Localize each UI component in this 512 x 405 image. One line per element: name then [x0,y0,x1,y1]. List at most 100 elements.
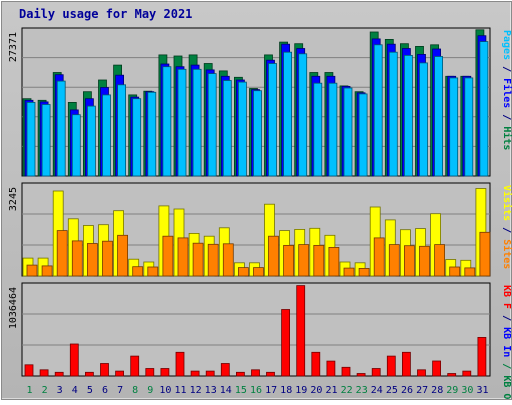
bar-sites-day-31 [479,231,491,277]
bar-sites-day-2 [41,265,53,277]
x-tick-label-27: 27 [416,385,428,396]
bar-kb-f-day-2 [39,369,49,377]
bar-pages-day-28 [434,56,444,177]
x-tick-label-15: 15 [235,385,247,396]
legend-segment-1: / [501,221,512,239]
panel-top-legend: Pages / Files / Hits [501,30,512,150]
panel-bottom-background [21,282,491,377]
legend-segment-1: / [501,60,512,78]
bar-sites-day-19 [298,244,310,277]
panel-middle-legend: Visits / Sites [501,185,512,269]
panel-bottom: 1036464 KB F / KB In / KB Out [8,282,512,405]
bar-kb-f-day-20 [311,351,321,377]
bar-pages-day-19 [298,53,308,177]
x-tick-label-14: 14 [220,385,232,396]
bar-sites-day-21 [328,246,340,277]
legend-segment-1: / [501,309,512,327]
x-tick-label-1: 1 [26,385,32,396]
bar-pages-day-9 [147,91,157,177]
panel-top: 27371 Pages / Files / Hits [8,27,512,177]
bar-pages-day-17 [268,63,277,177]
legend-segment-3: / [501,357,512,375]
x-tick-label-22: 22 [341,385,353,396]
bar-sites-day-13 [207,243,219,277]
bar-sites-day-29 [449,266,461,277]
bar-sites-day-26 [403,245,415,277]
bar-sites-day-30 [464,267,476,277]
bar-kb-f-day-16 [251,369,260,377]
bar-kb-f-day-23 [356,373,366,377]
x-tick-label-9: 9 [147,385,153,396]
x-tick-label-10: 10 [159,385,171,396]
bar-sites-day-8 [132,266,144,277]
bar-kb-f-day-7 [115,370,124,377]
x-tick-label-21: 21 [325,385,337,396]
bar-kb-f-day-21 [326,360,336,377]
bar-pages-day-11 [177,68,187,177]
x-tick-label-2: 2 [42,385,48,396]
bar-kb-f-day-18 [281,309,291,377]
legend-segment-2: Files [501,78,512,108]
panel-top-max-label: 27371 [8,32,19,62]
x-tick-label-29: 29 [446,385,458,396]
panel-middle-max-label: 3245 [8,187,19,211]
bar-sites-day-22 [343,267,355,277]
bar-kb-f-day-14 [220,363,230,377]
bar-sites-day-3 [56,230,68,277]
legend-segment-0: Visits [501,185,512,221]
bar-pages-day-31 [479,41,489,177]
bar-sites-day-28 [434,244,446,277]
bar-pages-day-20 [313,82,323,177]
bar-sites-day-27 [419,245,430,277]
legend-segment-3: / [501,108,512,126]
bar-pages-day-25 [388,51,398,177]
bar-pages-day-6 [102,94,111,177]
bar-sites-day-10 [162,235,174,277]
bar-kb-f-day-24 [371,368,381,377]
legend-segment-2: KB In [501,327,512,357]
legend-segment-2: Sites [501,239,512,269]
chart-title: Daily usage for May 2021 [19,7,192,21]
bar-sites-day-7 [117,234,128,277]
bar-kb-f-day-5 [85,371,94,377]
bar-kb-f-day-29 [447,373,457,377]
bar-sites-day-20 [313,244,325,277]
bar-sites-day-25 [388,244,400,277]
legend-segment-0: KB F [501,285,512,309]
bar-pages-day-30 [464,77,474,177]
bar-pages-day-1 [26,102,36,177]
x-tick-label-24: 24 [371,385,383,396]
bar-kb-f-day-27 [417,369,426,377]
bar-sites-day-16 [253,267,264,277]
x-tick-label-26: 26 [401,385,413,396]
bar-kb-f-day-15 [235,371,245,377]
x-tick-label-28: 28 [431,385,443,396]
x-tick-label-31: 31 [476,385,488,396]
bar-kb-f-day-31 [477,336,487,377]
bar-sites-day-4 [71,240,83,277]
bar-pages-day-29 [449,77,459,177]
bar-sites-day-15 [237,267,249,277]
x-tick-label-16: 16 [250,385,262,396]
panel-middle: 3245 Visits / Sites [8,182,512,277]
x-tick-label-23: 23 [356,385,368,396]
bar-sites-day-17 [268,235,279,277]
bar-sites-day-24 [373,237,385,277]
bar-kb-f-day-28 [432,360,442,377]
bar-kb-f-day-13 [205,370,215,377]
bar-kb-f-day-22 [341,366,351,377]
bar-pages-day-10 [162,66,172,177]
bar-pages-day-26 [403,55,413,177]
bar-sites-day-1 [26,264,38,277]
legend-segment-0: Pages [501,30,512,60]
bar-kb-f-day-6 [100,363,109,377]
bar-sites-day-5 [87,243,98,277]
bar-kb-f-day-30 [462,370,472,377]
bar-sites-day-9 [147,266,159,277]
x-axis-labels: 1 2 3 4 5 6 7 8 9 10 11 12 13 14 15 16 17 18 19 20 21 22 23 24 2… [26,385,488,396]
bar-sites-day-12 [192,242,204,277]
legend-segment-4: Hits [501,126,512,150]
bar-pages-day-14 [222,80,232,177]
